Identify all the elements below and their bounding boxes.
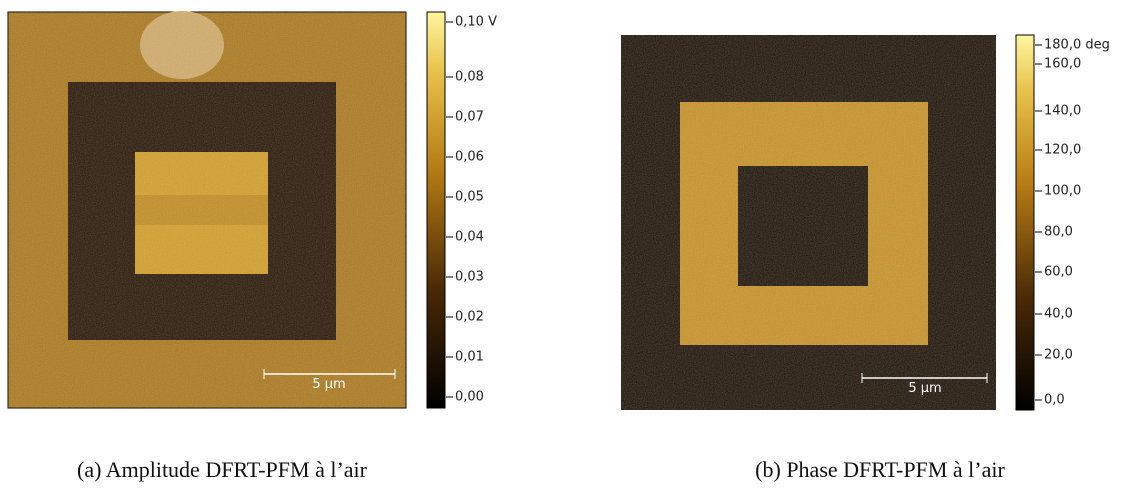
colorbar-label: 60,0	[1044, 265, 1073, 280]
colorbar-label: 80,0	[1044, 225, 1073, 240]
amplitude-image	[7, 11, 407, 409]
caption: (a) Amplitude DFRT-PFM à l’air	[77, 457, 368, 482]
colorbar-label: 0,01	[455, 350, 484, 365]
colorbar-label: 0,03	[455, 270, 484, 285]
scale-bar-label: 5 µm	[908, 381, 941, 396]
colorbar-label: 120,0	[1044, 143, 1081, 158]
colorbar	[1015, 34, 1035, 411]
colorbar-label: 0,07	[455, 110, 484, 125]
scale-bar-label: 5 µm	[312, 377, 345, 392]
colorbar-label: 0,10 V	[455, 15, 497, 30]
colorbar-label: 0,08	[455, 70, 484, 85]
phase-image	[621, 35, 996, 410]
colorbar-label: 0,0	[1044, 393, 1065, 408]
colorbar-label: 100,0	[1044, 184, 1081, 199]
colorbar-label: 0,00	[455, 390, 484, 405]
colorbar-label: 0,05	[455, 190, 484, 205]
colorbar-label: 20,0	[1044, 348, 1073, 363]
caption: (b) Phase DFRT-PFM à l’air	[755, 457, 1005, 482]
colorbar-label: 160,0	[1044, 57, 1081, 72]
colorbar-label: 0,02	[455, 310, 484, 325]
colorbar-label: 0,06	[455, 150, 484, 165]
colorbar-label: 0,04	[455, 230, 484, 245]
colorbar-label: 180,0 deg	[1044, 38, 1110, 53]
colorbar-label: 40,0	[1044, 307, 1073, 322]
colorbar	[426, 11, 446, 409]
colorbar-label: 140,0	[1044, 104, 1081, 119]
